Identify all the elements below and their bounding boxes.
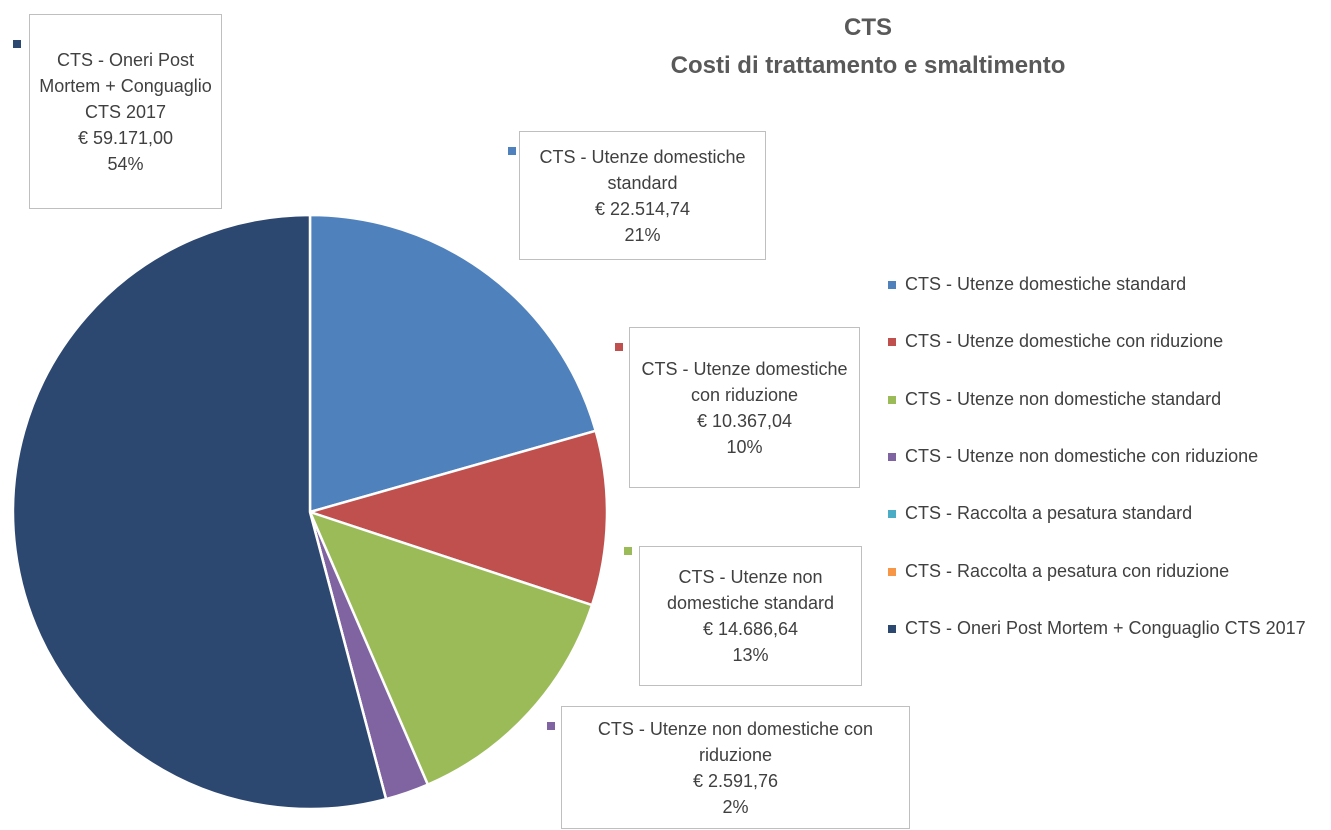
legend-label: CTS - Utenze domestiche con riduzione	[905, 331, 1224, 352]
label-percent: 2%	[722, 796, 749, 817]
pie-slice	[11, 213, 388, 811]
label-marker	[547, 722, 555, 730]
legend-swatch	[888, 338, 896, 347]
label-category: CTS - Utenze non domestiche con riduzion…	[597, 718, 874, 765]
legend-item: CTS - Oneri Post Mortem + Conguaglio CTS…	[888, 615, 1315, 642]
label-value: € 22.514,74	[594, 198, 691, 219]
legend-label: CTS - Utenze domestiche standard	[905, 274, 1187, 294]
label-percent: 54%	[107, 153, 144, 174]
label-value: € 59.171,00	[77, 127, 174, 148]
label-category: CTS - Utenze domestiche standard	[539, 146, 746, 193]
label-marker	[624, 547, 632, 555]
legend-label: CTS - Oneri Post Mortem + Conguaglio CTS…	[905, 617, 1306, 638]
legend-item: CTS - Utenze domestiche con riduzione	[888, 328, 1315, 355]
label-value: € 10.367,04	[696, 410, 793, 431]
legend-label: CTS - Raccolta a pesatura standard	[905, 503, 1193, 524]
legend-item: CTS - Utenze non domestiche con riduzion…	[888, 443, 1315, 470]
legend-item: CTS - Raccolta a pesatura standard	[888, 500, 1315, 527]
legend-item: CTS - Raccolta a pesatura con riduzione	[888, 558, 1315, 585]
legend-swatch	[888, 452, 896, 461]
legend-item: CTS - Utenze non domestiche standard	[888, 386, 1315, 413]
label-category: CTS - Oneri Post Mortem + Conguaglio CTS…	[39, 49, 212, 122]
label-marker	[508, 147, 516, 155]
data-label: CTS - Utenze non domestiche standard € 14…	[639, 546, 862, 686]
legend-swatch	[888, 624, 896, 633]
pie-slice	[307, 509, 594, 787]
label-value: € 14.686,64	[702, 619, 799, 639]
label-percent: 10%	[726, 436, 763, 457]
legend-label: CTS - Raccolta a pesatura con riduzione	[905, 560, 1230, 581]
chart-title: CTS	[844, 14, 892, 41]
label-marker	[615, 343, 623, 351]
legend-swatch	[888, 567, 896, 576]
legend-label: CTS - Utenze non domestiche standard	[905, 388, 1222, 409]
label-category: CTS - Utenze non domestiche standard	[666, 567, 835, 613]
pie-slice	[305, 429, 609, 607]
data-label: CTS - Oneri Post Mortem + Conguaglio CTS…	[29, 14, 222, 209]
legend-swatch	[888, 281, 896, 289]
data-label: CTS - Utenze domestiche standard € 22.514…	[519, 131, 766, 260]
data-label: CTS - Utenze non domestiche con riduzion…	[561, 706, 910, 829]
legend-item: CTS - Utenze domestiche standard	[888, 271, 1315, 298]
legend-label: CTS - Utenze non domestiche con riduzion…	[905, 445, 1259, 466]
chart-subtitle: Costi di trattamento e smaltimento	[670, 52, 1066, 79]
data-label: CTS - Utenze domestiche con riduzione € 1…	[629, 327, 860, 488]
label-value: € 2.591,76	[692, 770, 779, 791]
pie-slice	[308, 213, 598, 514]
legend-swatch	[888, 510, 896, 519]
legend-swatch	[888, 395, 896, 404]
label-percent: 21%	[624, 224, 661, 245]
label-marker	[13, 40, 21, 48]
label-category: CTS - Utenze domestiche con riduzione	[641, 358, 848, 405]
label-percent: 13%	[732, 645, 769, 665]
